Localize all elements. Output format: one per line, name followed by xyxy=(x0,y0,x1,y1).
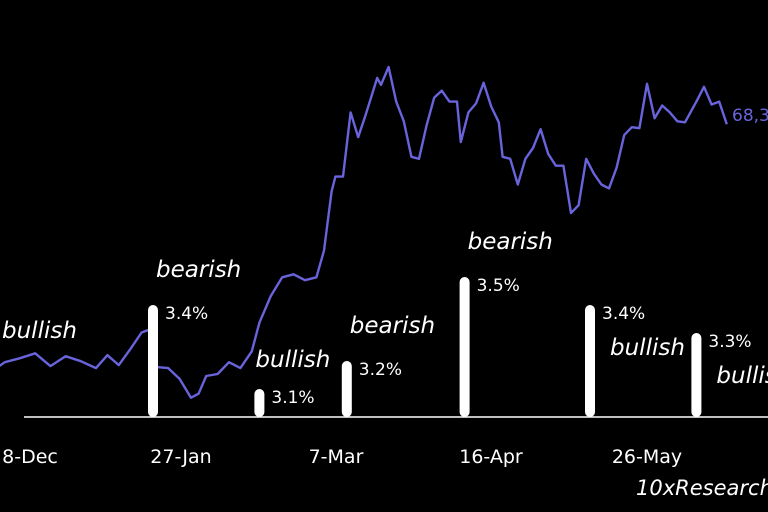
bar-value-label: 3.1% xyxy=(271,388,314,408)
x-tick-labels: 8-Dec 27-Jan 7-Mar 16-Apr 26-May xyxy=(2,446,682,468)
bar-value-label: 3.3% xyxy=(708,332,751,352)
bar-sentiment-label: bullish xyxy=(716,363,768,389)
bar-sentiment-label: bearish xyxy=(156,257,241,283)
bar-value-label: 3.4% xyxy=(165,304,208,324)
bar-sentiment-label: bullish xyxy=(610,335,685,361)
funding-bar xyxy=(341,361,352,417)
bar-sentiment-label: bearish xyxy=(350,313,435,339)
x-tick-label: 27-Jan xyxy=(150,446,211,468)
bar-sentiment-label: bearish xyxy=(468,229,553,255)
funding-bar xyxy=(691,333,702,417)
bar-value-label: 3.4% xyxy=(602,304,645,324)
funding-bars: 3.4% bearish 3.1% bullish 3.2% bearish 3.5% bea… xyxy=(148,229,768,417)
funding-bar xyxy=(254,389,265,417)
x-tick-label: 26-May xyxy=(612,446,682,468)
x-tick-label: 7-Mar xyxy=(309,446,364,468)
bar-sentiment-label: bullish xyxy=(255,347,330,373)
funding-bar xyxy=(585,305,595,417)
watermark: 10xResearch xyxy=(636,476,768,500)
x-tick-label: 16-Apr xyxy=(459,446,523,468)
bar-value-label: 3.2% xyxy=(359,360,402,380)
price-series-line xyxy=(0,65,728,399)
bar-value-label: 3.5% xyxy=(477,276,520,296)
x-tick-label: 8-Dec xyxy=(2,446,58,468)
funding-bar xyxy=(148,305,158,417)
left-sentiment-label: bullish xyxy=(2,318,77,344)
last-price-label: 68,3 xyxy=(732,106,768,126)
funding-bar xyxy=(459,277,470,417)
